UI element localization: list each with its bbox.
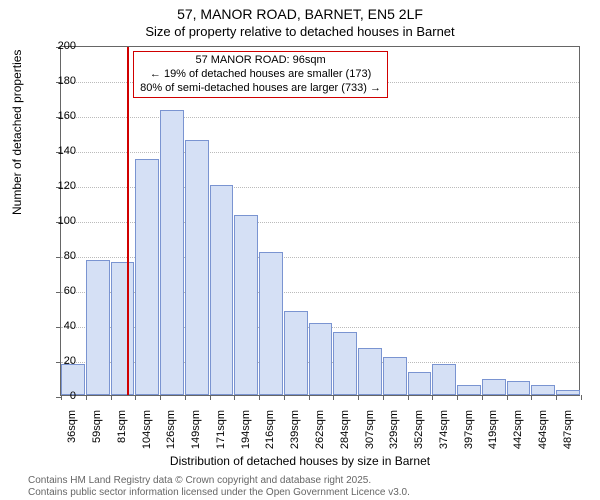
x-tick-label: 442sqm [512,410,524,460]
x-tick-label: 374sqm [438,410,450,460]
y-tick-label: 140 [46,145,76,157]
y-tick-label: 120 [46,180,76,192]
x-tick-label: 81sqm [116,410,128,460]
x-tick [457,395,458,400]
x-tick-label: 464sqm [537,410,549,460]
x-tick [408,395,409,400]
histogram-bar [135,159,159,395]
y-tick-label: 200 [46,40,76,52]
annotation-line: ← 19% of detached houses are smaller (17… [140,68,381,82]
y-tick-label: 80 [46,250,76,262]
histogram-bar [284,311,308,395]
histogram-bar [482,379,506,395]
y-tick-label: 180 [46,75,76,87]
x-tick [531,395,532,400]
x-tick-label: 487sqm [562,410,574,460]
annotation-line: 80% of semi-detached houses are larger (… [140,82,381,96]
x-tick-label: 284sqm [339,410,351,460]
plot-area: 57 MANOR ROAD: 96sqm← 19% of detached ho… [60,46,580,396]
x-tick [185,395,186,400]
histogram-bar [408,372,432,395]
x-tick [160,395,161,400]
histogram-bar [531,385,555,396]
histogram-bar [333,332,357,395]
grid-line [61,117,579,118]
footer-copyright-1: Contains HM Land Registry data © Crown c… [28,475,371,486]
x-tick-label: 262sqm [314,410,326,460]
histogram-bar [309,323,333,395]
histogram-bar [358,348,382,395]
property-marker-line [127,47,129,395]
x-tick [86,395,87,400]
x-tick [333,395,334,400]
x-tick [432,395,433,400]
x-tick-label: 239sqm [289,410,301,460]
histogram-bar [234,215,258,395]
histogram-bar [383,357,407,396]
histogram-bar [457,385,481,396]
y-axis-label: Number of detached properties [10,50,24,215]
annotation-box: 57 MANOR ROAD: 96sqm← 19% of detached ho… [133,51,388,98]
x-tick-label: 216sqm [264,410,276,460]
histogram-bar [556,390,580,395]
x-tick-label: 307sqm [364,410,376,460]
x-tick [284,395,285,400]
grid-line [61,152,579,153]
x-tick [507,395,508,400]
histogram-bar [86,260,110,395]
x-tick-label: 126sqm [165,410,177,460]
x-tick-label: 329sqm [388,410,400,460]
x-tick [556,395,557,400]
footer-copyright-2: Contains public sector information licen… [28,487,410,498]
x-tick [358,395,359,400]
y-tick-label: 0 [46,390,76,402]
annotation-line: 57 MANOR ROAD: 96sqm [140,54,381,68]
x-tick [234,395,235,400]
histogram-bar [259,252,283,396]
x-tick-label: 59sqm [91,410,103,460]
x-tick-label: 171sqm [215,410,227,460]
x-tick [111,395,112,400]
x-tick-label: 149sqm [190,410,202,460]
y-tick-label: 20 [46,355,76,367]
y-tick-label: 40 [46,320,76,332]
x-tick [383,395,384,400]
histogram-bar [111,262,135,395]
x-tick-label: 194sqm [240,410,252,460]
chart-title-sub: Size of property relative to detached ho… [0,24,600,39]
x-tick [259,395,260,400]
x-tick-label: 352sqm [413,410,425,460]
x-tick-label: 419sqm [487,410,499,460]
y-tick-label: 60 [46,285,76,297]
histogram-bar [185,140,209,396]
x-tick-label: 36sqm [66,410,78,460]
chart-title-main: 57, MANOR ROAD, BARNET, EN5 2LF [0,6,600,22]
histogram-bar [160,110,184,395]
x-tick-label: 397sqm [463,410,475,460]
x-tick [135,395,136,400]
histogram-bar [432,364,456,396]
y-tick-label: 100 [46,215,76,227]
histogram-bar [210,185,234,395]
x-tick [309,395,310,400]
chart-container: 57, MANOR ROAD, BARNET, EN5 2LF Size of … [0,0,600,500]
x-tick [482,395,483,400]
x-tick [210,395,211,400]
histogram-bar [507,381,531,395]
y-tick-label: 160 [46,110,76,122]
x-tick-label: 104sqm [141,410,153,460]
x-tick [581,395,582,400]
